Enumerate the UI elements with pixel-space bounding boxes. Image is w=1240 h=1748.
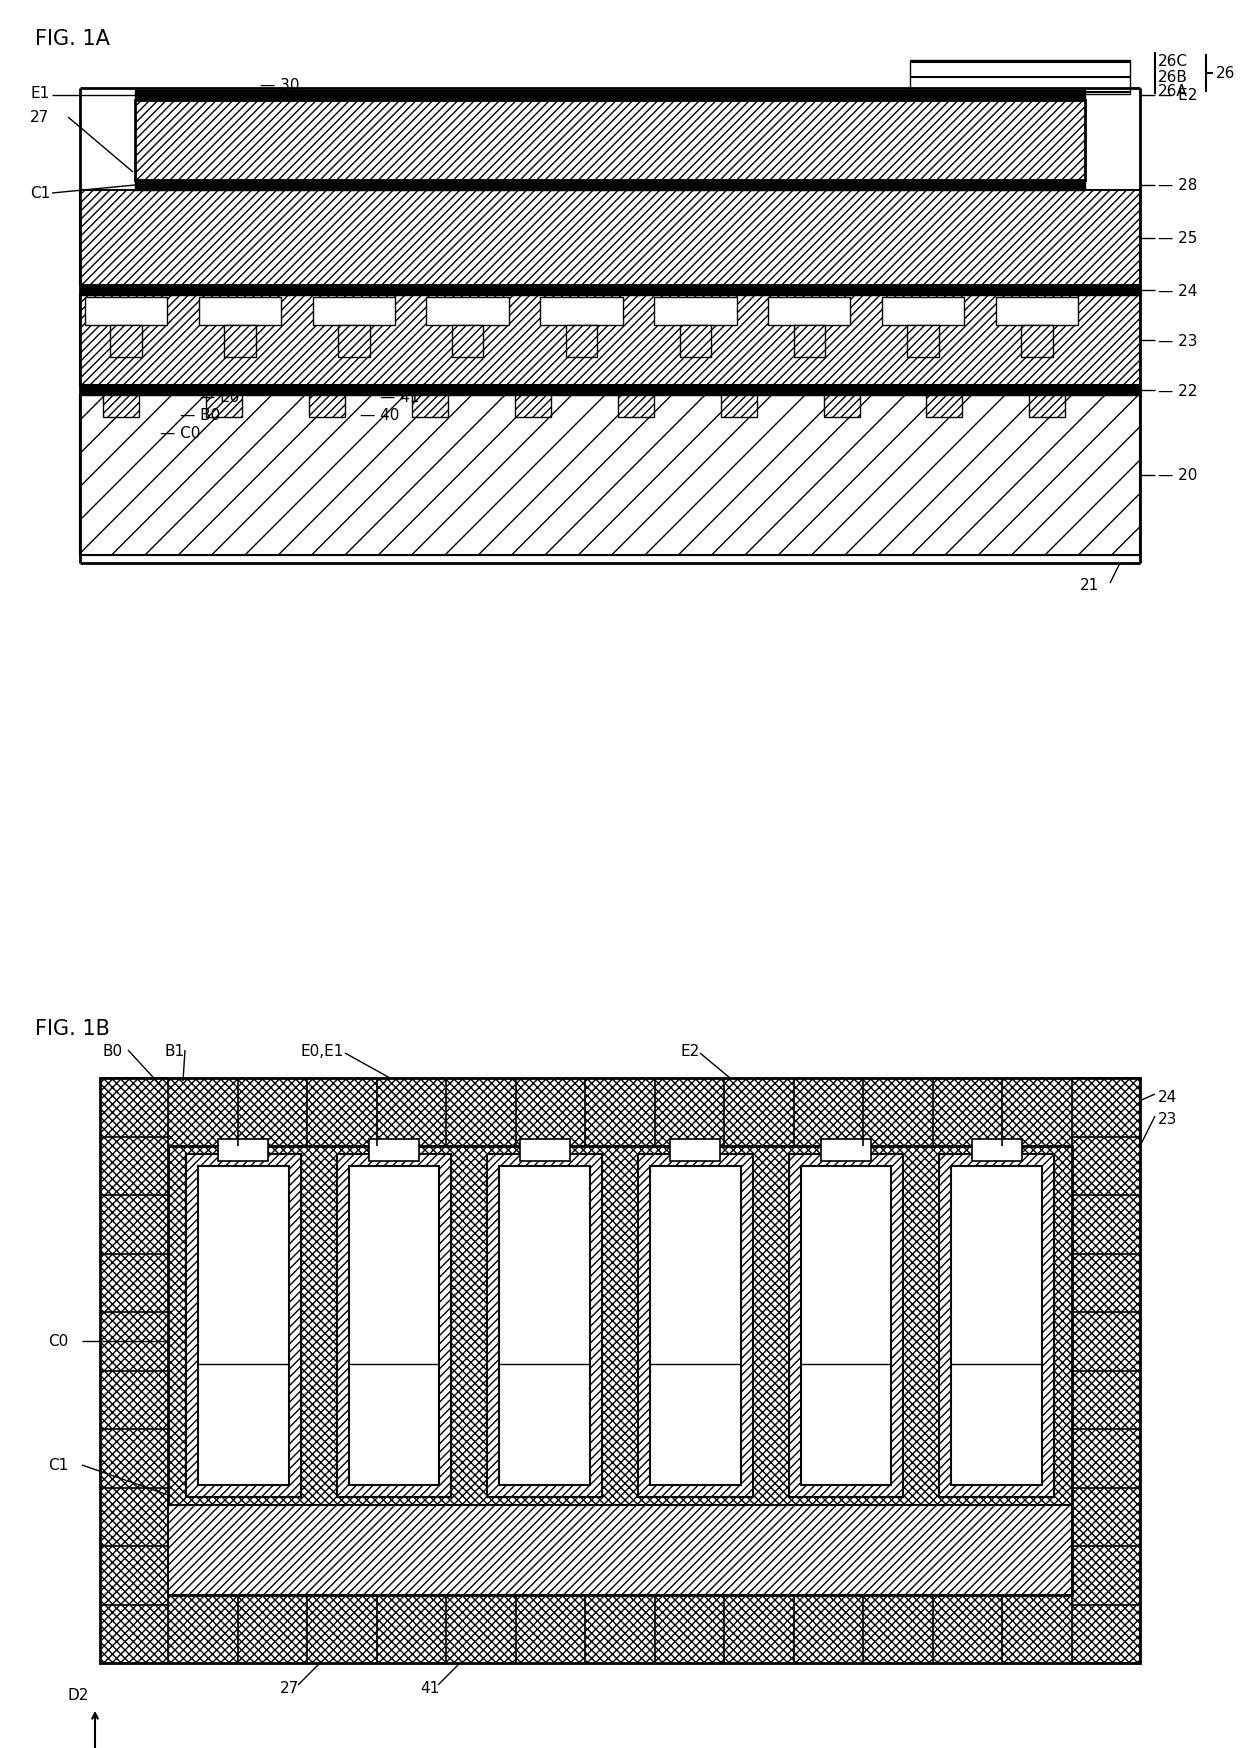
Bar — [1029, 395, 1065, 418]
Bar — [81, 295, 1140, 386]
Bar — [997, 297, 1079, 325]
Bar — [167, 1505, 1073, 1596]
Text: 41: 41 — [420, 1680, 439, 1696]
Text: — C0: — C0 — [160, 425, 201, 440]
Bar — [951, 1166, 1042, 1486]
Bar — [823, 395, 859, 418]
Bar — [198, 297, 280, 325]
Bar — [218, 1140, 268, 1161]
Bar — [671, 1140, 720, 1161]
Text: FIG. 1A: FIG. 1A — [35, 30, 110, 49]
Text: E1: E1 — [30, 86, 50, 101]
Text: 26A: 26A — [1158, 84, 1188, 100]
Bar — [801, 1166, 892, 1486]
Text: D2: D2 — [68, 1687, 89, 1703]
Bar — [541, 297, 622, 325]
Bar — [910, 61, 1130, 94]
Bar — [769, 297, 851, 325]
Bar — [789, 1154, 903, 1496]
Text: — 20: — 20 — [1158, 468, 1198, 482]
Text: — 40: — 40 — [360, 407, 399, 423]
Text: — 22: — 22 — [1158, 383, 1198, 399]
Text: 24: 24 — [1158, 1089, 1177, 1105]
Bar — [451, 325, 484, 358]
Text: 23: 23 — [1158, 1112, 1177, 1126]
Text: E0,E1: E0,E1 — [300, 1044, 343, 1058]
Text: C0: C0 — [48, 1334, 68, 1348]
Bar — [720, 395, 756, 418]
Bar — [412, 395, 448, 418]
Text: 26C: 26C — [1158, 54, 1188, 70]
Bar — [135, 91, 1085, 101]
Text: C1: C1 — [30, 187, 51, 201]
Bar — [565, 325, 598, 358]
Text: C1: C1 — [48, 1458, 68, 1472]
Bar — [81, 287, 1140, 295]
Text: — 41: — 41 — [379, 390, 419, 404]
Text: — 24: — 24 — [1158, 283, 1198, 299]
Text: 27: 27 — [30, 110, 50, 126]
Bar — [650, 1166, 740, 1486]
Bar — [84, 297, 166, 325]
Text: — B0: — B0 — [180, 407, 221, 423]
Bar — [135, 180, 1085, 191]
Bar — [167, 1147, 1073, 1596]
Bar — [100, 1079, 1140, 1662]
Text: — E0: — E0 — [200, 390, 239, 404]
Text: — 30: — 30 — [260, 79, 300, 93]
Bar — [1022, 325, 1053, 358]
Bar — [103, 395, 139, 418]
Text: — 28: — 28 — [1158, 178, 1198, 194]
Bar — [348, 1166, 439, 1486]
Bar — [940, 1154, 1054, 1496]
Bar — [427, 297, 508, 325]
Bar — [794, 325, 826, 358]
Bar — [680, 325, 712, 358]
Bar — [337, 325, 370, 358]
Bar — [81, 395, 1140, 556]
Bar — [337, 1154, 451, 1496]
Bar — [972, 1140, 1022, 1161]
Text: B0: B0 — [102, 1044, 122, 1058]
Bar — [520, 1140, 569, 1161]
Text: FIG. 1B: FIG. 1B — [35, 1019, 110, 1038]
Bar — [81, 386, 1140, 395]
Bar — [821, 1140, 870, 1161]
Bar — [81, 191, 1140, 287]
Bar — [500, 1166, 590, 1486]
Bar — [81, 395, 1140, 556]
Bar — [515, 395, 551, 418]
Text: E2: E2 — [680, 1044, 699, 1058]
Bar — [370, 1140, 419, 1161]
Bar — [908, 325, 940, 358]
Bar — [135, 101, 1085, 180]
Text: — E2: — E2 — [1158, 89, 1198, 103]
Bar — [198, 1166, 289, 1486]
Text: 26B: 26B — [1158, 70, 1188, 84]
Text: — 25: — 25 — [1158, 231, 1198, 246]
Text: — 23: — 23 — [1158, 334, 1198, 348]
Bar — [618, 395, 653, 418]
Text: B1: B1 — [165, 1044, 185, 1058]
Text: 26: 26 — [1216, 66, 1235, 82]
Bar — [883, 297, 965, 325]
Bar — [487, 1154, 601, 1496]
Text: 21: 21 — [1080, 579, 1099, 593]
Bar — [312, 297, 394, 325]
Bar — [223, 325, 255, 358]
Bar — [206, 395, 242, 418]
Bar — [655, 297, 737, 325]
Bar — [186, 1154, 300, 1496]
Text: 27: 27 — [280, 1680, 299, 1696]
Bar — [109, 325, 141, 358]
Bar — [309, 395, 345, 418]
Bar — [639, 1154, 753, 1496]
Bar — [926, 395, 962, 418]
